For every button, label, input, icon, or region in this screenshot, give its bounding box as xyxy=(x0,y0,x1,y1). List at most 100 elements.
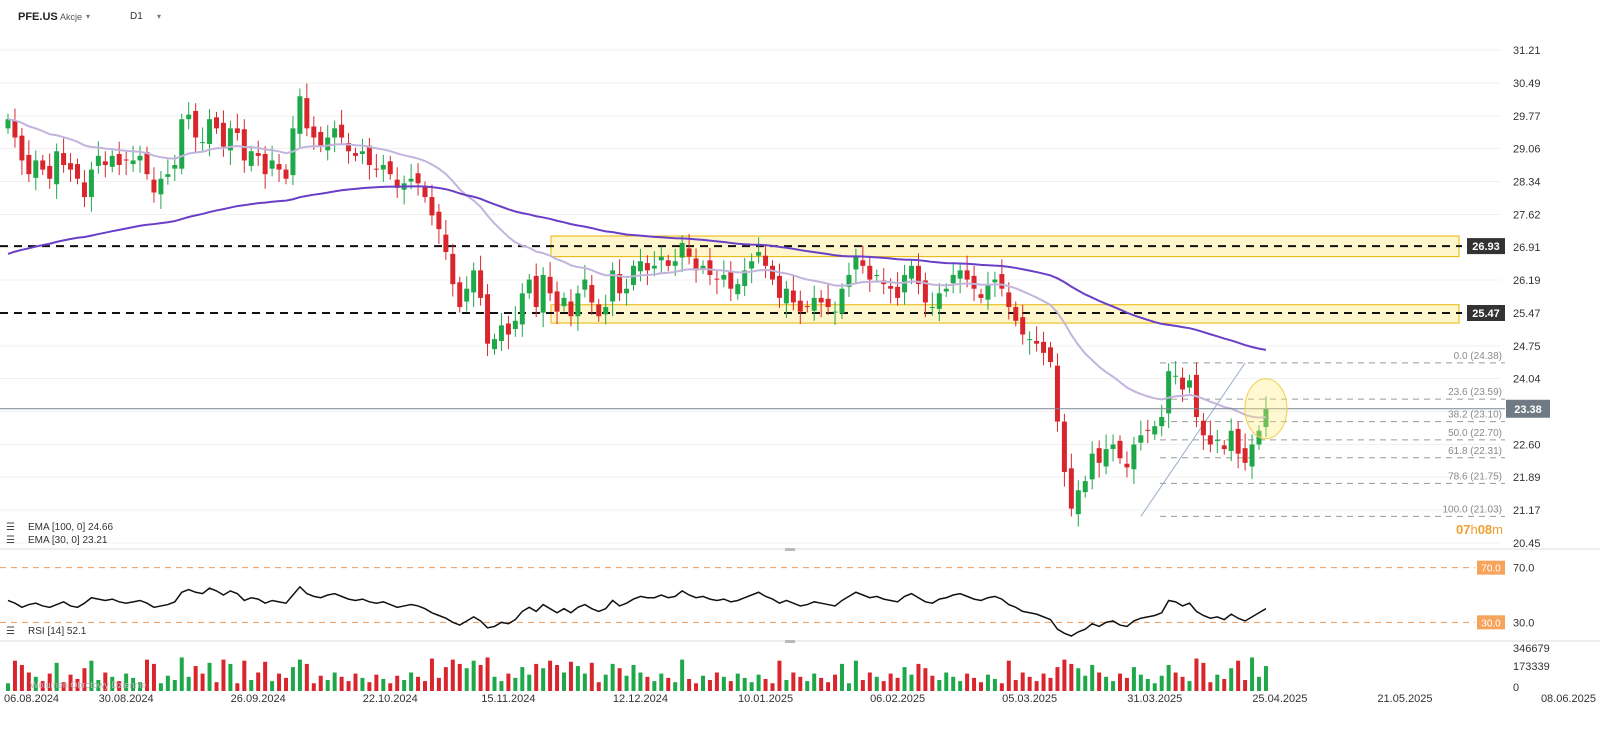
volume-bar xyxy=(645,676,650,691)
candle-body xyxy=(915,265,921,285)
volume-bar xyxy=(568,661,573,691)
volume-bar xyxy=(40,681,45,691)
candle-body xyxy=(978,294,984,298)
candle-body xyxy=(81,182,87,198)
volume-bar xyxy=(457,663,462,691)
date-tick-label: 06.02.2025 xyxy=(870,693,925,705)
candle-body xyxy=(679,242,685,258)
countdown-timer: 07h08m xyxy=(1456,522,1503,537)
candle-body xyxy=(19,135,25,161)
candle-body xyxy=(637,261,643,272)
volume-bar xyxy=(735,673,740,691)
volume-bar xyxy=(1090,664,1095,691)
asset-dropdown-icon[interactable]: ▾ xyxy=(86,12,91,21)
volume-bar xyxy=(221,659,226,691)
volume-bar xyxy=(1243,680,1248,691)
candle-body xyxy=(797,300,803,312)
candle-body xyxy=(985,284,991,300)
volume-bar xyxy=(186,676,191,691)
volume-bar xyxy=(923,668,928,691)
volume-bar xyxy=(242,660,247,691)
level-tag xyxy=(1467,304,1505,321)
last-price-label: 23.38 xyxy=(1514,404,1542,416)
symbol-label[interactable]: PFE.US xyxy=(18,11,58,23)
volume-bar xyxy=(284,677,288,691)
level-tag xyxy=(1467,238,1505,255)
volume-bar xyxy=(930,675,935,691)
volume-bar xyxy=(1104,676,1109,691)
volume-bar xyxy=(1124,677,1129,691)
legend-toggle-icon: ☰ xyxy=(6,535,15,546)
volume-bar xyxy=(638,672,643,691)
volume-bar xyxy=(304,663,309,691)
candle-body xyxy=(54,151,60,185)
volume-bar xyxy=(89,660,94,691)
volume-bar xyxy=(1263,666,1268,691)
volume-bar xyxy=(895,677,900,691)
volume-bar xyxy=(256,672,261,691)
date-tick-label: 22.10.2024 xyxy=(363,693,418,705)
volume-bar xyxy=(999,683,1004,691)
candle-body xyxy=(707,260,713,275)
volume-bar xyxy=(131,677,136,691)
candle-body xyxy=(478,270,484,298)
volume-bar xyxy=(290,667,295,691)
grid xyxy=(0,49,1600,643)
candle-body xyxy=(137,155,143,161)
candle-body xyxy=(867,265,873,280)
candle-body xyxy=(582,279,588,290)
date-tick-label: 25.04.2025 xyxy=(1252,693,1307,705)
candle-body xyxy=(47,165,53,179)
candle-body xyxy=(165,174,171,177)
candle-body xyxy=(380,165,386,170)
timeframe-dropdown-icon[interactable]: ▾ xyxy=(157,12,162,21)
candle-body xyxy=(1187,380,1192,388)
candle-body xyxy=(1124,463,1130,468)
fib-level-label: 0.0 (24.38) xyxy=(1454,351,1502,362)
candle-body xyxy=(575,293,581,317)
date-tick-label: 30.08.2024 xyxy=(99,693,154,705)
volume-bar xyxy=(1111,681,1116,691)
candle-body xyxy=(874,274,880,276)
asset-type-label[interactable]: Akcje xyxy=(60,12,83,22)
candle-body xyxy=(1221,445,1227,450)
volume-bar xyxy=(409,672,414,691)
date-tick-label: 26.09.2024 xyxy=(231,693,286,705)
volume-bar xyxy=(631,664,636,691)
volume-bar xyxy=(527,674,532,691)
candle-body xyxy=(519,293,525,325)
candle-body xyxy=(353,153,358,156)
volume-bar xyxy=(860,680,865,691)
candle-body xyxy=(561,297,567,307)
volume-bar xyxy=(721,676,726,691)
volume-bar xyxy=(443,667,448,691)
volume-panel: 346679 173339 0 Wolumen Obrotowy Dziennie xyxy=(6,643,1550,694)
volume-bar xyxy=(1152,683,1157,691)
candle-body xyxy=(790,290,796,303)
candle-body xyxy=(450,253,456,285)
candle-body xyxy=(644,263,650,271)
date-tick-label: 05.03.2025 xyxy=(1002,693,1057,705)
candle-body xyxy=(999,274,1005,289)
candle-body xyxy=(533,275,539,308)
volume-bar xyxy=(1257,676,1261,691)
candle-body xyxy=(130,160,136,165)
fib-trend-line xyxy=(1140,362,1246,517)
time-axis: 06.08.2024 30.08.2024 26.09.2024 22.10.2024… xyxy=(4,693,1596,705)
volume-bar xyxy=(777,660,782,691)
candle-body xyxy=(825,298,831,308)
volume-bar xyxy=(1194,658,1199,691)
rsi-level-tag xyxy=(1477,615,1505,630)
candle-body xyxy=(332,128,338,138)
candle-body xyxy=(75,164,80,179)
ema-100-line xyxy=(7,185,1267,351)
volume-bar xyxy=(19,664,24,691)
volume-bar xyxy=(1118,673,1122,691)
volume-bar xyxy=(318,675,323,691)
volume-bar xyxy=(193,666,198,691)
timeframe-label[interactable]: D1 xyxy=(130,11,143,22)
price-tick-label: 25.47 xyxy=(1513,308,1541,320)
volume-bar xyxy=(687,678,692,691)
candle-body xyxy=(1131,444,1137,470)
